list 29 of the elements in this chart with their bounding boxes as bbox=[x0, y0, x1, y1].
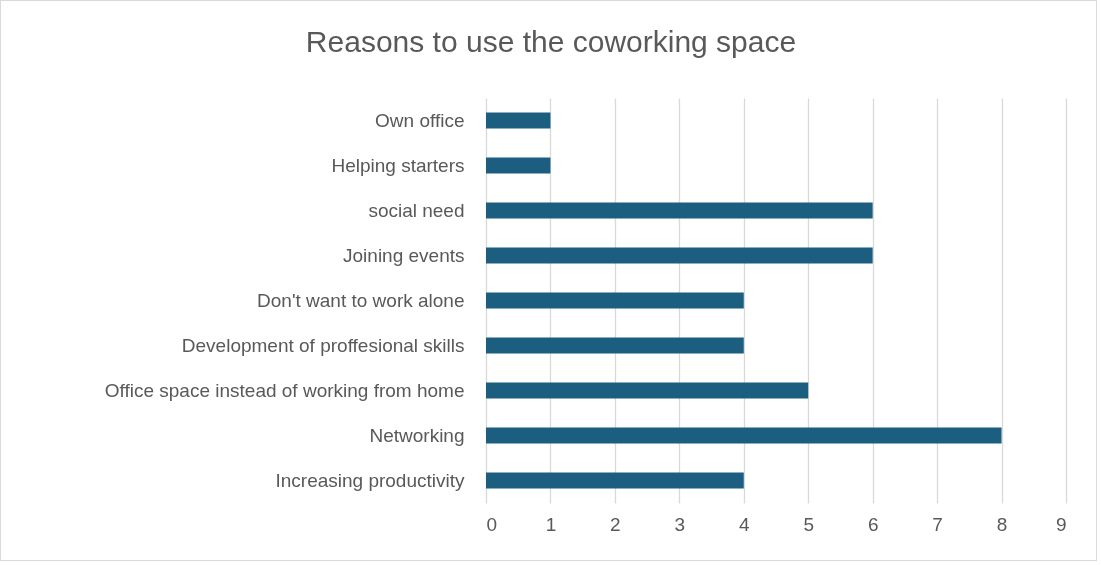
bar bbox=[486, 382, 809, 399]
bar bbox=[486, 202, 873, 219]
y-tick-label: social need bbox=[368, 199, 465, 221]
bar bbox=[486, 292, 744, 309]
bar bbox=[486, 427, 1002, 444]
y-tick-label: Joining events bbox=[343, 244, 465, 266]
y-tick-label: Helping starters bbox=[331, 154, 465, 176]
x-tick-label: 4 bbox=[738, 513, 750, 535]
x-tick-label: 5 bbox=[803, 513, 815, 535]
y-tick-label: Own office bbox=[375, 109, 465, 131]
x-tick-label: 2 bbox=[610, 513, 621, 535]
y-tick-label: Office space instead of working from home bbox=[104, 379, 465, 401]
bar bbox=[486, 247, 873, 264]
bar bbox=[486, 112, 551, 129]
x-tick-label: 6 bbox=[867, 513, 879, 535]
x-tick-label: 3 bbox=[674, 513, 686, 535]
bar bbox=[486, 337, 744, 354]
y-tick-label: Networking bbox=[369, 424, 465, 446]
x-tick-label: 0 bbox=[486, 513, 498, 535]
chart-title: Reasons to use the coworking space bbox=[305, 25, 797, 58]
y-tick-label: Development of proffesional skills bbox=[181, 334, 465, 356]
y-tick-label: Don't want to work alone bbox=[257, 289, 465, 311]
x-tick-label: 9 bbox=[1055, 513, 1067, 535]
y-tick-label: Increasing productivity bbox=[275, 469, 465, 491]
x-tick-label: 1 bbox=[545, 513, 557, 535]
x-tick-label: 8 bbox=[996, 513, 1008, 535]
x-tick-label: 7 bbox=[932, 513, 943, 535]
bar bbox=[486, 472, 744, 489]
bar bbox=[486, 157, 551, 174]
